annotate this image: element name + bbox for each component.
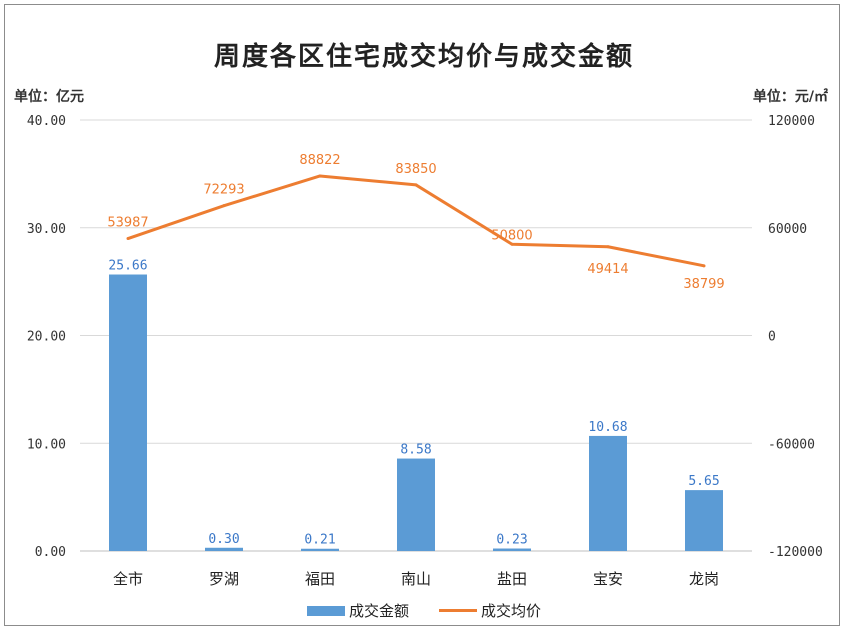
category-label: 龙岗 xyxy=(689,570,719,588)
bar-label: 0.21 xyxy=(304,533,335,548)
line-label: 38799 xyxy=(683,277,724,292)
line-label: 72293 xyxy=(203,183,244,198)
category-label: 宝安 xyxy=(593,570,623,588)
right-axis-tick: 60000 xyxy=(768,222,807,237)
line-point-6 xyxy=(702,264,706,268)
category-label: 南山 xyxy=(401,570,431,588)
bar-label: 0.23 xyxy=(496,533,527,548)
legend-swatch-line xyxy=(439,609,477,612)
right-axis-tick: 120000 xyxy=(768,114,815,129)
bar-2 xyxy=(301,548,339,551)
legend-item-bar: 成交金额 xyxy=(306,600,409,621)
bar-label: 0.30 xyxy=(208,532,239,547)
bar-label: 25.66 xyxy=(108,259,147,274)
line-point-1 xyxy=(222,204,226,208)
left-axis-tick: 20.00 xyxy=(27,330,66,345)
left-axis-unit: 单位：亿元 xyxy=(14,89,84,105)
line-label: 83850 xyxy=(395,162,436,177)
bar-6 xyxy=(685,490,723,551)
category-label: 罗湖 xyxy=(209,570,239,588)
category-label: 福田 xyxy=(305,570,335,588)
bar-label: 10.68 xyxy=(588,420,627,435)
left-axis-tick: 40.00 xyxy=(27,114,66,129)
category-label: 全市 xyxy=(113,570,143,588)
line-label: 49414 xyxy=(587,262,628,277)
bar-5 xyxy=(589,435,627,551)
legend-label-bar: 成交金额 xyxy=(348,602,409,620)
bar-3 xyxy=(397,458,435,551)
line-point-2 xyxy=(318,174,322,178)
right-axis-unit: 单位：元/㎡ xyxy=(752,89,828,105)
bar-0 xyxy=(109,274,147,551)
bar-1 xyxy=(205,547,243,551)
line-point-3 xyxy=(414,183,418,187)
legend-item-line: 成交均价 xyxy=(439,600,541,621)
legend-label-line: 成交均价 xyxy=(481,602,542,620)
bar-label: 5.65 xyxy=(688,474,719,489)
chart-title: 周度各区住宅成交均价与成交金额 xyxy=(213,42,634,72)
line-point-5 xyxy=(606,245,610,249)
right-axis-tick: 0 xyxy=(768,330,776,345)
bar-4 xyxy=(493,548,531,551)
category-label: 盐田 xyxy=(497,570,527,588)
line-label: 53987 xyxy=(107,216,148,231)
left-axis-tick: 10.00 xyxy=(27,437,66,452)
legend-swatch-bar xyxy=(306,605,345,616)
bar-label: 8.58 xyxy=(400,443,431,458)
line-point-4 xyxy=(510,242,514,246)
left-axis-tick: 0.00 xyxy=(35,545,66,560)
left-axis-tick: 30.00 xyxy=(27,222,66,237)
right-axis-tick: -60000 xyxy=(768,437,815,452)
line-label: 50800 xyxy=(491,228,532,243)
legend: 成交金额 成交均价 xyxy=(0,600,848,621)
right-axis-tick: -120000 xyxy=(768,545,823,560)
line-label: 88822 xyxy=(299,153,340,168)
line-point-0 xyxy=(126,237,130,241)
